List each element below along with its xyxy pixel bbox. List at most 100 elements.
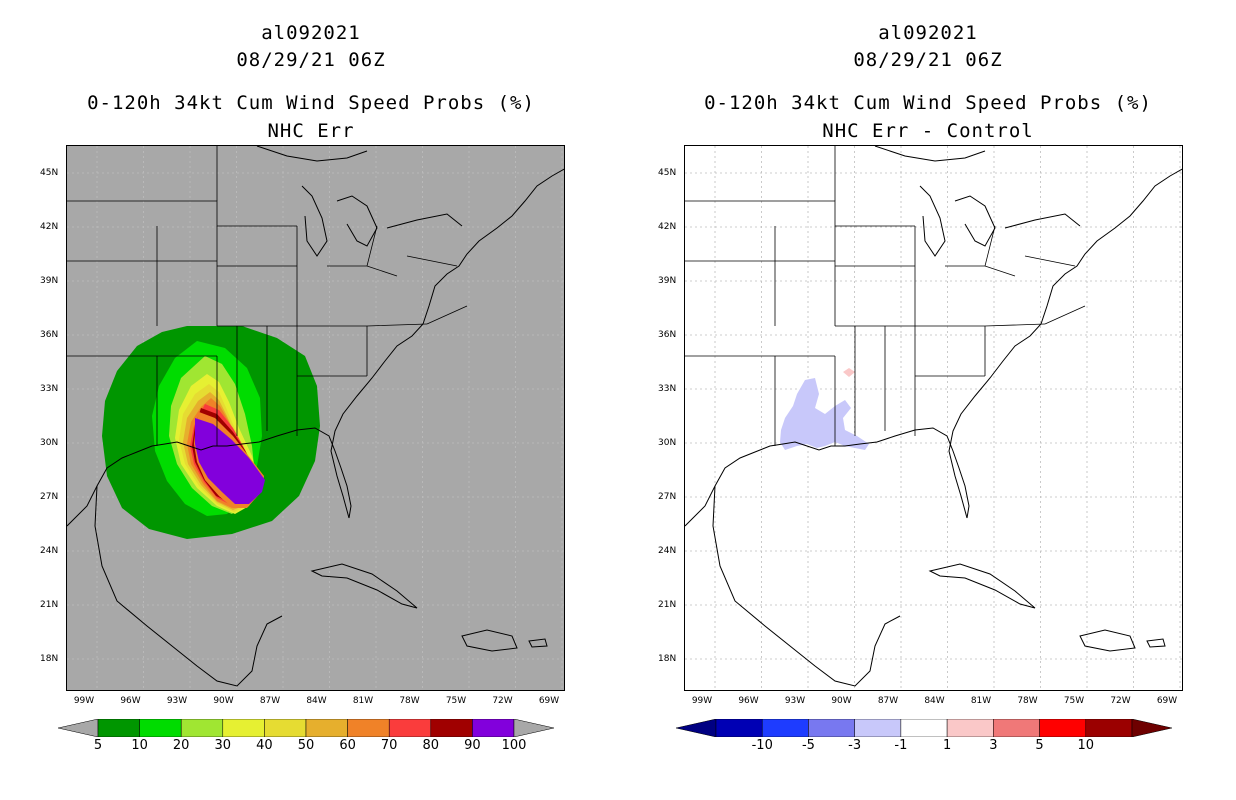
colorbar-tick-label: 1 xyxy=(942,738,952,753)
lon-label: 84W xyxy=(924,696,945,706)
right-colorbar xyxy=(676,719,1172,737)
lon-label: 99W xyxy=(73,696,95,706)
colorbar-swatch xyxy=(97,719,140,737)
coastline xyxy=(336,195,378,247)
lon-label: 93W xyxy=(784,696,806,706)
positive-diff-area xyxy=(843,368,855,377)
coastline xyxy=(928,563,1036,609)
lat-label: 42N xyxy=(40,222,59,232)
colorbar-end-arrow xyxy=(1131,719,1172,737)
left-colorbar-graphic xyxy=(58,719,554,737)
coastline xyxy=(461,629,518,652)
lat-label: 33N xyxy=(658,384,677,394)
lat-label: 21N xyxy=(40,600,59,610)
lat-label: 33N xyxy=(40,384,59,394)
coastline xyxy=(256,146,368,162)
left-subtitle: NHC Err xyxy=(267,120,355,142)
right-map xyxy=(684,145,1183,691)
difference-contours xyxy=(780,368,869,450)
colorbar-swatch xyxy=(388,719,432,737)
lon-label: 81W xyxy=(352,696,374,706)
lon-label: 84W xyxy=(306,696,327,706)
right-title: 0-120h 34kt Cum Wind Speed Probs (%) xyxy=(704,92,1152,114)
state-border xyxy=(366,225,378,267)
lon-label: 75W xyxy=(1063,696,1085,706)
contour-100pct xyxy=(195,418,265,504)
colorbar-tick-label: 50 xyxy=(297,738,315,753)
lat-label: 39N xyxy=(658,276,677,286)
colorbar-tick-label: 100 xyxy=(501,738,527,753)
colorbar-swatch xyxy=(305,719,348,737)
lat-label: 30N xyxy=(658,438,677,448)
coastline xyxy=(685,427,970,527)
lon-label: 93W xyxy=(166,696,188,706)
lat-label: 36N xyxy=(658,330,677,340)
lat-label: 18N xyxy=(658,654,677,664)
state-border xyxy=(1024,255,1076,267)
right-map-canvas xyxy=(685,146,1182,690)
colorbar-swatch xyxy=(1085,719,1133,737)
coastline xyxy=(1146,638,1166,648)
coastline xyxy=(310,563,418,609)
colorbar-start-arrow xyxy=(58,719,99,737)
state-border xyxy=(426,305,468,325)
lon-label: 69W xyxy=(1156,696,1178,706)
map-geography xyxy=(67,146,564,687)
colorbar-swatch xyxy=(222,719,265,737)
colorbar-swatch xyxy=(854,719,902,737)
lat-label: 45N xyxy=(658,168,677,178)
negative-diff-area xyxy=(780,378,869,450)
colorbar-tick-label: 5 xyxy=(1035,738,1044,753)
colorbar-swatch xyxy=(900,719,948,737)
colorbar-tick-label: -1 xyxy=(894,738,908,753)
colorbar-tick-label: -5 xyxy=(801,738,815,753)
lon-label: 87W xyxy=(877,696,899,706)
colorbar-swatch xyxy=(180,719,224,737)
colorbar-tick-label: 70 xyxy=(380,738,398,753)
colorbar-tick-label: 5 xyxy=(93,738,103,753)
map-geography xyxy=(685,146,1182,687)
colorbar-swatch xyxy=(430,719,473,737)
colorbar-tick-label: 60 xyxy=(339,738,356,753)
lat-label: 45N xyxy=(40,168,59,178)
colorbar-tick-label: 80 xyxy=(422,738,440,753)
lon-label: 87W xyxy=(259,696,281,706)
lon-label: 90W xyxy=(831,696,852,706)
right-colorbar-graphic xyxy=(676,719,1172,737)
colorbar-swatch xyxy=(715,719,763,737)
lat-label: 27N xyxy=(658,492,677,502)
colorbar-tick-label: 10 xyxy=(131,738,148,753)
lat-label: 36N xyxy=(40,330,59,340)
colorbar-tick-label: 10 xyxy=(1077,738,1095,753)
colorbar-start-arrow xyxy=(676,719,717,737)
lat-label: 24N xyxy=(658,546,677,556)
left-map-canvas xyxy=(67,146,564,690)
colorbar-end-arrow xyxy=(513,719,554,737)
lon-label: 69W xyxy=(538,696,560,706)
lat-lon-grid xyxy=(685,146,1182,690)
lat-label: 27N xyxy=(40,492,59,502)
coastline xyxy=(948,168,1182,519)
colorbar-swatch xyxy=(347,719,390,737)
lon-label: 99W xyxy=(691,696,713,706)
right-datetime: 08/29/21 06Z xyxy=(853,49,1003,71)
state-border xyxy=(67,200,297,227)
colorbar-swatch xyxy=(1039,719,1087,737)
lat-label: 24N xyxy=(40,546,59,556)
colorbar-tick-label: 30 xyxy=(214,738,232,753)
right-storm-id: al092021 xyxy=(878,22,978,44)
coastline xyxy=(954,195,996,247)
colorbar-swatch xyxy=(264,719,307,737)
coastline xyxy=(712,485,901,687)
left-title: 0-120h 34kt Cum Wind Speed Probs (%) xyxy=(87,92,535,114)
lon-label: 78W xyxy=(1017,696,1038,706)
left-datetime: 08/29/21 06Z xyxy=(236,49,386,71)
colorbar-tick-label: -10 xyxy=(751,738,773,753)
colorbar-tick-label: 90 xyxy=(464,738,481,753)
lat-label: 30N xyxy=(40,438,59,448)
colorbar-swatch xyxy=(808,719,855,737)
lon-label: 96W xyxy=(738,696,759,706)
probability-contours xyxy=(102,326,320,539)
coastline xyxy=(94,485,283,687)
colorbar-swatch xyxy=(139,719,182,737)
